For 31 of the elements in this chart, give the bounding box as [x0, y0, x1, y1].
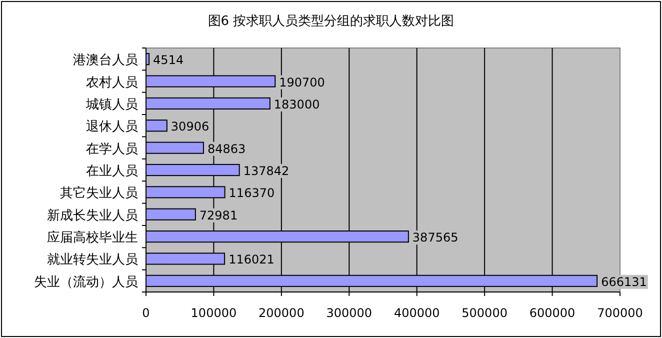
y-tick-label: 港澳台人员 — [73, 53, 138, 68]
data-label: 84863 — [207, 142, 246, 156]
data-label: 137842 — [243, 164, 290, 178]
y-tick-label: 失业（流动）人员 — [34, 274, 138, 290]
x-tick-label: 100000 — [190, 306, 237, 320]
y-tick-label: 在业人员 — [86, 164, 138, 179]
data-label: 116370 — [228, 186, 275, 200]
y-tick-label: 新成长失业人员 — [47, 208, 138, 224]
x-tick-label: 200000 — [258, 306, 304, 320]
x-tick-label: 300000 — [326, 306, 372, 320]
y-tick-label: 应届高校毕业生 — [47, 230, 138, 246]
data-label: 387565 — [412, 230, 458, 245]
y-tick-label: 城镇人员 — [85, 97, 138, 112]
data-label: 190700 — [279, 75, 325, 90]
x-tick-label: 700000 — [597, 306, 643, 320]
x-tick-label: 0 — [142, 306, 150, 320]
x-tick-label: 400000 — [394, 306, 440, 320]
y-tick-label: 退休人员 — [86, 120, 138, 135]
y-tick-label: 在学人员 — [86, 142, 138, 157]
x-tick-label: 600000 — [529, 306, 576, 320]
y-tick-label: 农村人员 — [86, 75, 138, 90]
chart-title: 图6 按求职人员类型分组的求职人数对比图 — [208, 14, 454, 29]
y-tick-label: 其它失业人员 — [60, 185, 138, 202]
data-label: 666131 — [601, 274, 647, 289]
data-label: 116021 — [228, 252, 274, 267]
data-label: 72981 — [199, 208, 238, 222]
data-label: 30906 — [170, 120, 210, 134]
data-label: 183000 — [274, 97, 320, 112]
data-label: 4514 — [153, 53, 184, 68]
y-tick-label: 就业转失业人员 — [47, 252, 138, 268]
x-tick-label: 500000 — [462, 306, 508, 320]
